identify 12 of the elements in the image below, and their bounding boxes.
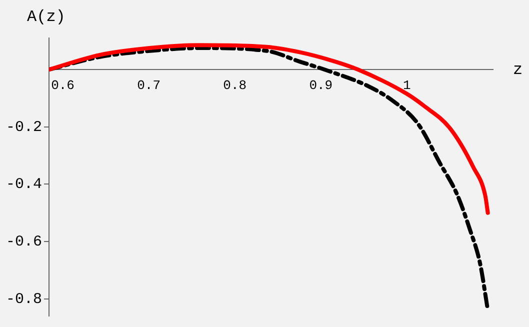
y-tick-label: -0.4 — [6, 176, 42, 194]
y-axis-title: A(z) — [27, 8, 66, 26]
x-tick-label: 1 — [403, 78, 412, 93]
y-tick-label: -0.8 — [6, 290, 42, 308]
x-tick-label: 0.8 — [223, 78, 247, 93]
y-tick-label: -0.2 — [6, 118, 42, 136]
x-tick-label: 0.6 — [51, 78, 74, 93]
x-axis-title: z — [513, 60, 523, 79]
y-tick-label: -0.6 — [6, 233, 42, 250]
x-tick-label: 0.9 — [309, 78, 333, 93]
x-tick-label: 0.7 — [137, 78, 161, 93]
line-series — [49, 43, 490, 215]
